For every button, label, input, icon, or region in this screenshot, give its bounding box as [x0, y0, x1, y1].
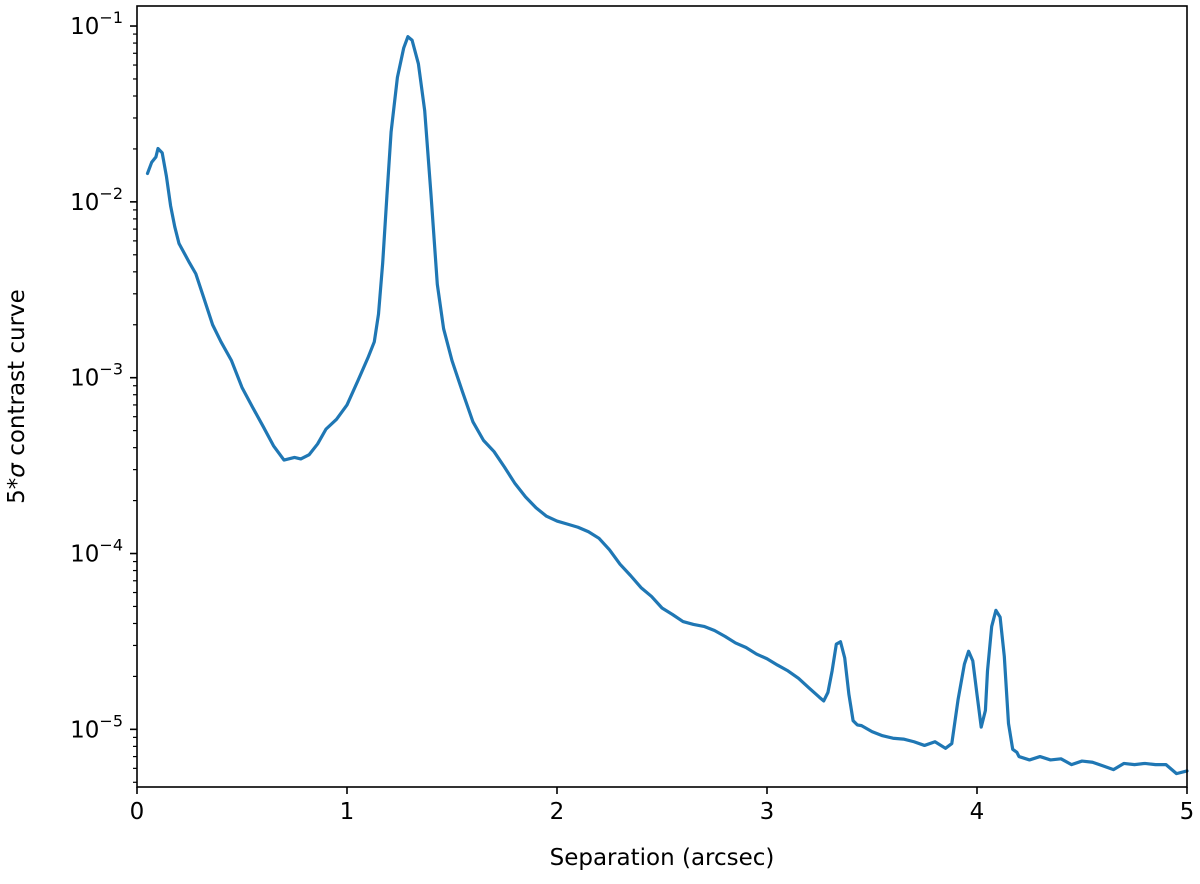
x-tick-label: 3 — [760, 799, 775, 825]
y-tick-label-exponent: −1 — [99, 8, 123, 27]
y-tick-label: 10−1 — [70, 8, 123, 40]
y-tick-label-exponent: −3 — [99, 360, 123, 379]
x-tick-label: 1 — [340, 799, 355, 825]
y-tick-label-base: 10 — [70, 717, 99, 743]
series-line-contrast — [145, 35, 1189, 776]
y-tick-label-exponent: −4 — [99, 536, 123, 555]
y-tick-label: 10−5 — [70, 711, 123, 743]
y-axis-label-sigma: σ — [4, 462, 30, 478]
y-tick-label: 10−3 — [70, 360, 123, 392]
plot-area — [145, 35, 1189, 776]
y-tick-label-base: 10 — [70, 14, 99, 40]
x-tick-label: 0 — [130, 799, 145, 825]
axes-frame — [136, 5, 1188, 788]
x-axis: 0 1 2 3 4 5 — [130, 787, 1195, 825]
y-axis: 10−510−410−310−210−1 — [70, 8, 137, 783]
x-tick-label: 4 — [970, 799, 985, 825]
y-tick-label-base: 10 — [70, 366, 99, 392]
x-tick-label: 2 — [550, 799, 565, 825]
y-axis-label-suffix: contrast curve — [4, 289, 30, 463]
x-tick-label: 5 — [1180, 799, 1195, 825]
x-axis-label: Separation (arcsec) — [550, 845, 775, 871]
y-tick-label: 10−4 — [70, 536, 123, 568]
y-tick-label-base: 10 — [70, 542, 99, 568]
y-axis-label: 5*σ contrast curve — [4, 289, 30, 504]
y-tick-label-base: 10 — [70, 190, 99, 216]
y-tick-label: 10−2 — [70, 184, 123, 216]
y-axis-label-prefix: 5* — [4, 478, 30, 504]
y-tick-label-exponent: −2 — [99, 184, 123, 203]
y-tick-label-exponent: −5 — [99, 711, 123, 730]
